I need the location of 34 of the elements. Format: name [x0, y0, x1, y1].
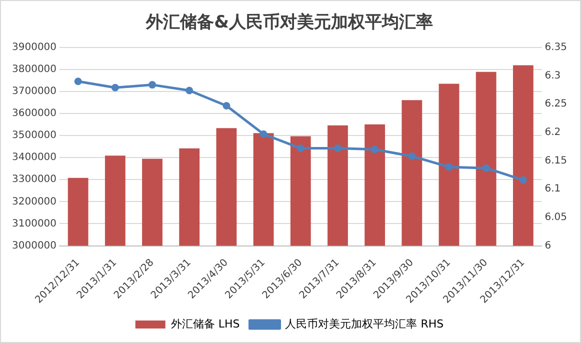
point	[296, 144, 304, 152]
y2-tick-label: 6	[544, 240, 552, 252]
y-tick-label: 3700000	[12, 86, 57, 98]
legend-label: 外汇储备 LHS	[170, 317, 240, 330]
y-tick-label: 3400000	[12, 152, 57, 164]
y-tick-label: 3800000	[12, 64, 57, 76]
y-tick-label: 3500000	[12, 130, 57, 142]
point	[148, 81, 156, 89]
y2-tick-label: 6.1	[544, 184, 561, 195]
point	[445, 163, 453, 171]
point	[371, 146, 379, 154]
point	[260, 130, 268, 138]
y-tick-label: 3000000	[12, 240, 57, 252]
y-tick-label: 3300000	[12, 174, 57, 186]
y2-tick-label: 6.2	[544, 127, 561, 138]
y2-tick-label: 6.25	[544, 98, 567, 110]
y2-tick-label: 6.15	[544, 155, 567, 166]
y-tick-label: 3100000	[12, 218, 57, 230]
point	[111, 84, 119, 92]
y-tick-label: 3200000	[12, 196, 57, 208]
y2-tick-label: 6.3	[544, 70, 561, 82]
y-tick-label: 3900000	[12, 42, 57, 53]
point	[222, 102, 230, 110]
point	[482, 164, 490, 172]
point	[186, 86, 194, 94]
y2-tick-label: 6.05	[544, 212, 567, 224]
point	[334, 144, 342, 152]
point	[408, 152, 416, 160]
chart-title: 外汇储备&人民币对美元加权平均汇率	[145, 12, 433, 33]
y2-tick-label: 6.35	[544, 42, 567, 53]
legend-label: 人民币对美元加权平均汇率 RHS	[285, 317, 444, 330]
y-tick-label: 3600000	[12, 108, 57, 120]
point	[74, 78, 82, 86]
point	[519, 176, 527, 184]
